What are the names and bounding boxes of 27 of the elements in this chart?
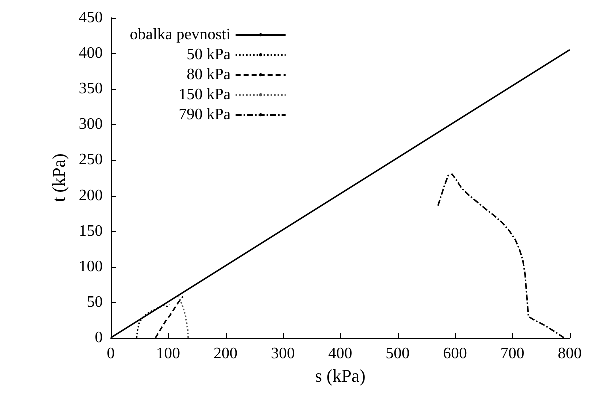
x-tick-label: 0 [107,346,115,362]
y-tick-label: 250 [79,152,103,169]
x-tick-label: 500 [386,346,410,362]
legend-label: 790 kPa [178,106,231,124]
x-tick-label: 400 [328,346,352,362]
legend-label: obalka pevnosti [130,26,232,44]
y-tick-label: 450 [79,10,103,26]
y-tick-label: 350 [79,80,103,98]
legend-label: 150 kPa [178,86,231,104]
y-tick-label: 0 [95,330,103,346]
y-axis-title: t (kPa) [49,154,70,202]
x-tick-label: 800 [558,346,582,362]
y-tick-label: 100 [79,258,103,276]
x-axis-title: s (kPa) [315,366,366,386]
legend-label: 80 kPa [186,66,231,84]
y-tick-label: 50 [87,294,103,311]
x-tick-label: 300 [271,346,296,362]
x-tick-label: 600 [443,346,468,362]
line-series [178,296,190,339]
legend-label: 50 kPa [186,46,231,64]
x-tick-label: 200 [214,346,238,362]
y-tick-label: 300 [79,116,103,134]
y-tick-label: 200 [79,187,103,204]
x-tick-label: 700 [500,346,525,362]
y-tick-label: 400 [79,45,103,62]
y-tick-label: 150 [79,222,103,240]
x-tick-label: 100 [156,346,180,362]
